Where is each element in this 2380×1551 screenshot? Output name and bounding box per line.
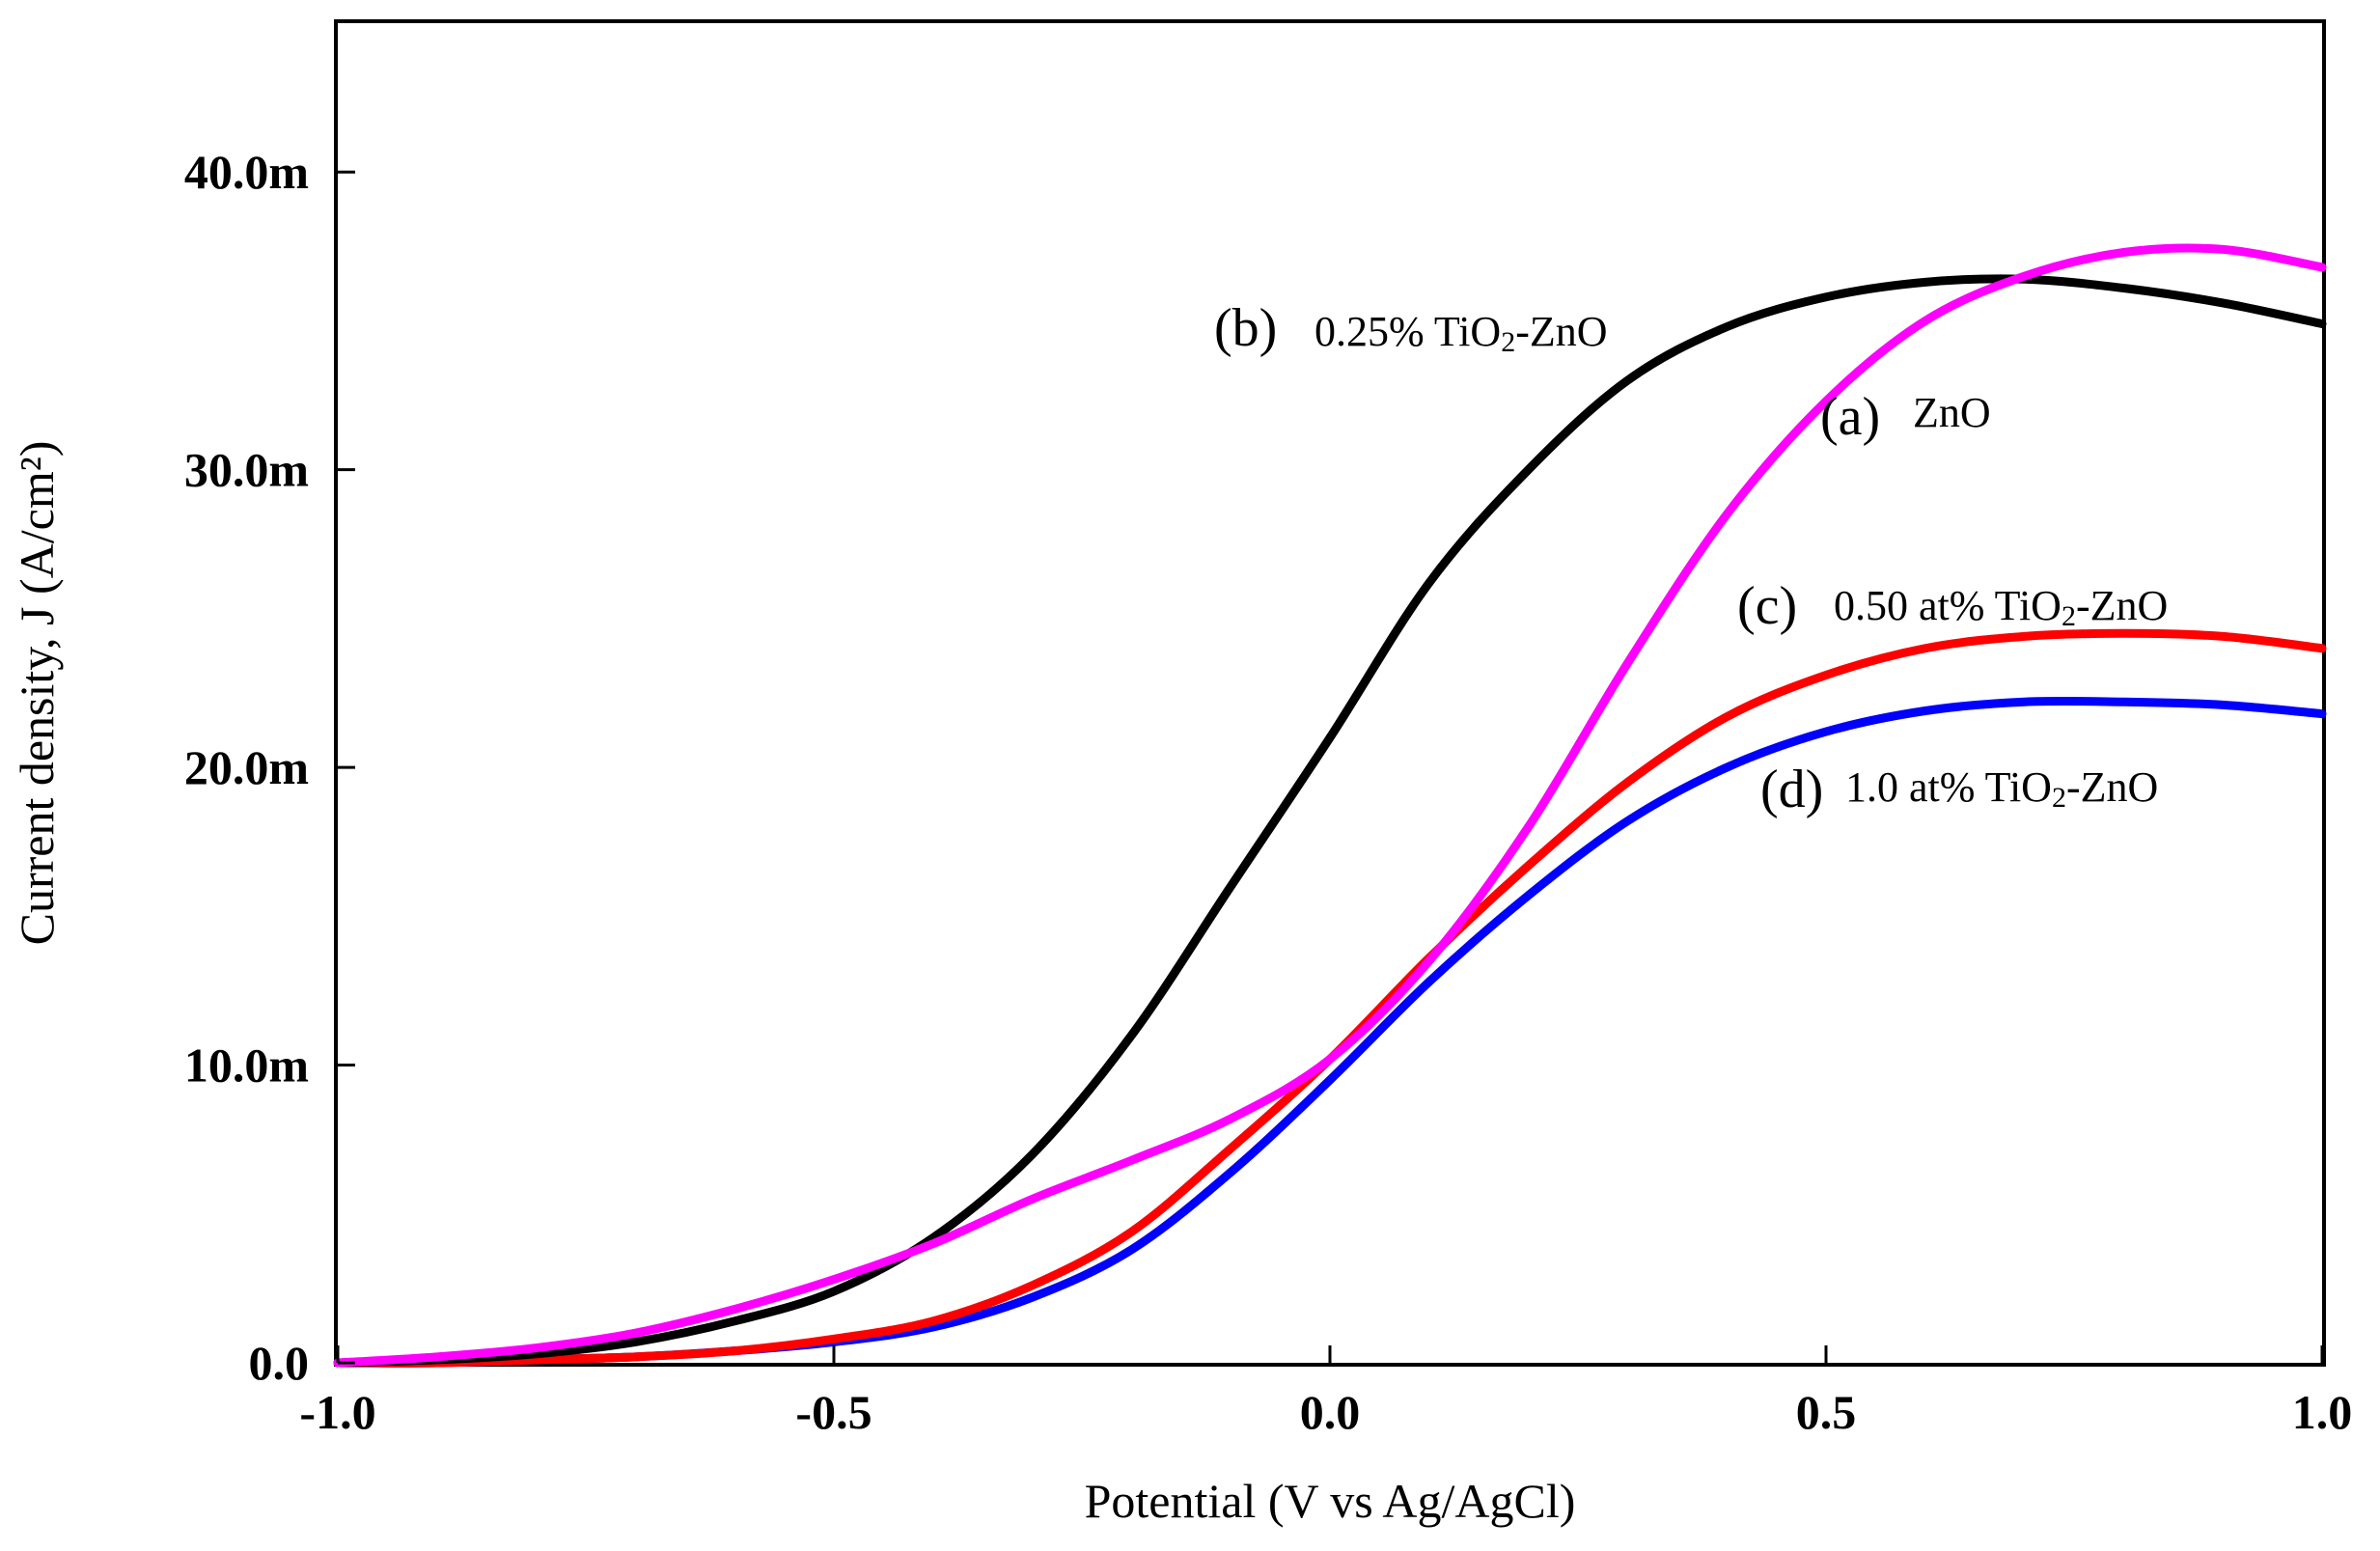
annotation-letter-d: (d) (1760, 760, 1823, 819)
annotation-letter-c: (c) (1737, 576, 1797, 636)
annotation-letter-a: (a) (1820, 387, 1880, 447)
x-tick-label: -0.5 (795, 1385, 872, 1439)
plot-frame (334, 19, 2326, 1367)
annotation-label-a: ZnO (1913, 389, 1991, 436)
y-tick-label: 0.0 (249, 1336, 310, 1390)
x-tick-label: -1.0 (299, 1385, 375, 1439)
series-line-b (333, 274, 2327, 1368)
x-tick-label: 1.0 (2292, 1385, 2353, 1439)
y-tick-label: 40.0m (184, 145, 309, 199)
series-line-a (333, 243, 2327, 1368)
x-axis-title: Potential (V vs Ag/AgCl) (1085, 1474, 1576, 1528)
y-tick-label: 20.0m (184, 740, 309, 794)
annotation-label-c: 0.50 at% TiO2-ZnO (1834, 582, 2168, 632)
x-tick-label: 0.5 (1796, 1385, 1857, 1439)
x-tick-label: 0.0 (1300, 1385, 1361, 1439)
y-axis-title: Current density, J (A/cm²) (10, 441, 64, 946)
series-group (333, 243, 2327, 1368)
annotations: (a) ZnO (b) 0.25% TiO2-ZnO (c) 0.50 at% TiO2-… (1214, 298, 2168, 819)
annotation-label-b: 0.25% TiO2-ZnO (1315, 308, 1608, 358)
annotation-label-d: 1.0 at% TiO2-ZnO (1845, 763, 2158, 814)
x-ticks: -1.0 -0.5 0.0 0.5 1.0 (299, 1345, 2352, 1439)
y-ticks: 0.0 10.0m 20.0m 30.0m 40.0m (184, 145, 355, 1390)
annotation-letter-b: (b) (1214, 298, 1277, 358)
y-tick-label: 10.0m (184, 1039, 309, 1093)
y-tick-label: 30.0m (184, 443, 309, 497)
